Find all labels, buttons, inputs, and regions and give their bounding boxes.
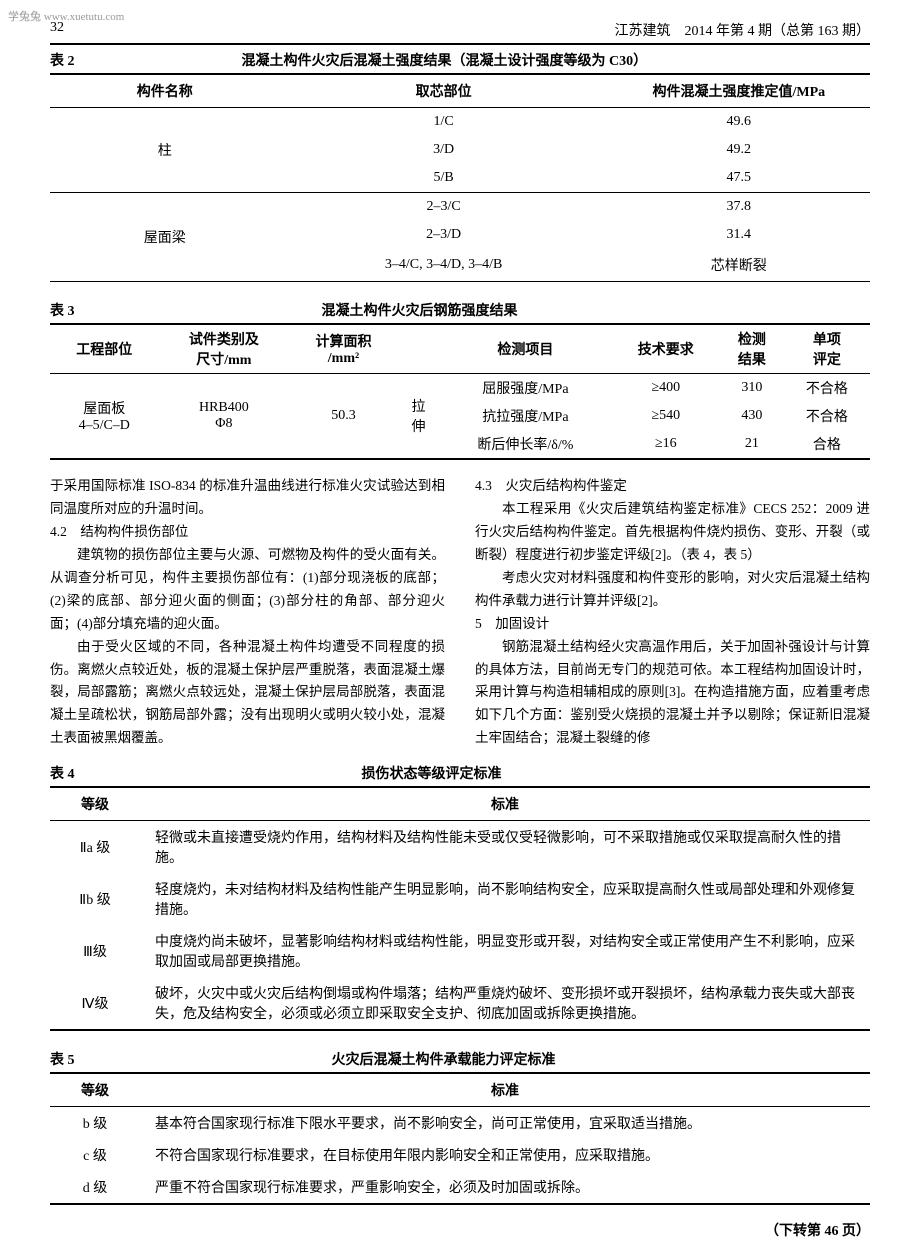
t2-cell: 1/C: [280, 108, 608, 137]
journal-info: 江苏建筑 2014 年第 4 期（总第 163 期）: [615, 20, 871, 40]
t2-cell: 37.8: [608, 193, 870, 222]
t3-cell: 抗拉强度/MPa: [439, 402, 611, 430]
para: 钢筋混凝土结构经火灾高温作用后，关于加固补强设计与计算的具体方法，目前尚无专门的…: [475, 636, 870, 751]
t2-cell: 芯样断裂: [608, 249, 870, 282]
t3-cell: 屈服强度/MPa: [439, 374, 611, 403]
t2-cell: 2–3/C: [280, 193, 608, 222]
t3-col: 单项 评定: [784, 325, 870, 374]
t4-grade: Ⅱb 级: [50, 873, 140, 925]
table3: 工程部位 试件类别及 尺寸/mm 计算面积 /mm² 检测项目 技术要求 检测 …: [50, 325, 870, 460]
t4-grade: Ⅲ级: [50, 925, 140, 977]
t3-col: 工程部位: [50, 325, 158, 374]
page-header: 32 江苏建筑 2014 年第 4 期（总第 163 期）: [50, 20, 870, 45]
t3-cell: 断后伸长率/δ/%: [439, 430, 611, 459]
t3-spec: HRB400 Φ8: [158, 374, 289, 460]
left-column: 于采用国际标准 ISO-834 的标准升温曲线进行标准火灾试验达到相同温度所对应…: [50, 475, 445, 750]
table2-col1: 构件名称: [50, 75, 280, 108]
table3-title-row: 表 3 混凝土构件火灾后钢筋强度结果: [50, 297, 870, 325]
table5: 等级 标准 b 级 基本符合国家现行标准下限水平要求，尚不影响安全，尚可正常使用…: [50, 1074, 870, 1205]
t3-cell: 21: [720, 430, 784, 459]
t3-col: [398, 325, 439, 374]
table5-title-row: 表 5 火灾后混凝土构件承载能力评定标准: [50, 1046, 870, 1074]
t3-cell: ≥16: [612, 430, 720, 459]
continuation-note: （下转第 46 页）: [50, 1220, 870, 1240]
table4-title-row: 表 4 损伤状态等级评定标准: [50, 760, 870, 788]
t3-col: 技术要求: [612, 325, 720, 374]
table5-title: 火灾后混凝土构件承载能力评定标准: [332, 1053, 556, 1068]
table3-label: 表 3: [50, 300, 75, 320]
para: 建筑物的损伤部位主要与火源、可燃物及构件的受火面有关。从调查分析可见，构件主要损…: [50, 544, 445, 636]
para: 本工程采用《火灾后建筑结构鉴定标准》CECS 252：2009 进行火灾后结构构…: [475, 498, 870, 567]
t4-desc: 破坏，火灾中或火灾后结构倒塌或构件塌落；结构严重烧灼破坏、变形损坏或开裂损坏，结…: [140, 977, 870, 1030]
t5-grade: c 级: [50, 1139, 140, 1171]
t3-col: 计算面积 /mm²: [289, 325, 397, 374]
table2-title: 混凝土构件火灾后混凝土强度结果（混凝土设计强度等级为 C30）: [242, 54, 648, 69]
table5-label: 表 5: [50, 1049, 75, 1069]
t3-cell: 不合格: [784, 374, 870, 403]
table2-col3: 构件混凝土强度推定值/MPa: [608, 75, 870, 108]
t4-desc: 中度烧灼尚未破坏，显著影响结构材料或结构性能，明显变形或开裂，对结构安全或正常使…: [140, 925, 870, 977]
t3-cell: ≥540: [612, 402, 720, 430]
t2-cell: 31.4: [608, 221, 870, 249]
t5-col2: 标准: [140, 1074, 870, 1107]
t5-col1: 等级: [50, 1074, 140, 1107]
para: 由于受火区域的不同，各种混凝土构件均遭受不同程度的损伤。离燃火点较近处，板的混凝…: [50, 636, 445, 751]
t4-desc: 轻度烧灼，未对结构材料及结构性能产生明显影响，尚不影响结构安全，应采取提高耐久性…: [140, 873, 870, 925]
section-heading: 4.3 火灾后结构构件鉴定: [475, 475, 870, 498]
table4-title: 损伤状态等级评定标准: [362, 767, 502, 782]
table2-col2: 取芯部位: [280, 75, 608, 108]
t3-cell: ≥400: [612, 374, 720, 403]
section-heading: 4.2 结构构件损伤部位: [50, 521, 445, 544]
t5-desc: 不符合国家现行标准要求，在目标使用年限内影响安全和正常使用，应采取措施。: [140, 1139, 870, 1171]
t3-col: 检测 结果: [720, 325, 784, 374]
t2-cell: 3/D: [280, 136, 608, 164]
t3-test: 拉 伸: [398, 374, 439, 460]
table2: 构件名称 取芯部位 构件混凝土强度推定值/MPa 柱 1/C 49.6 3/D …: [50, 75, 870, 282]
t3-cell: 310: [720, 374, 784, 403]
t4-col1: 等级: [50, 788, 140, 821]
t2-g2-name: 屋面梁: [50, 193, 280, 282]
t3-col: 检测项目: [439, 325, 611, 374]
t2-cell: 3–4/C, 3–4/D, 3–4/B: [280, 249, 608, 282]
issue-info: 2014 年第 4 期（总第 163 期）: [685, 24, 871, 39]
t4-col2: 标准: [140, 788, 870, 821]
t3-cell: 不合格: [784, 402, 870, 430]
table2-label: 表 2: [50, 50, 75, 70]
t5-desc: 基本符合国家现行标准下限水平要求，尚不影响安全，尚可正常使用，宜采取适当措施。: [140, 1107, 870, 1140]
t5-desc: 严重不符合国家现行标准要求，严重影响安全，必须及时加固或拆除。: [140, 1171, 870, 1204]
t3-pos: 屋面板 4–5/C–D: [50, 374, 158, 460]
journal-name: 江苏建筑: [615, 24, 671, 39]
t3-col: 试件类别及 尺寸/mm: [158, 325, 289, 374]
section-heading: 5 加固设计: [475, 613, 870, 636]
watermark-text: 学兔兔 www.xuetutu.com: [8, 8, 124, 24]
t4-desc: 轻微或未直接遭受烧灼作用，结构材料及结构性能未受或仅受轻微影响，可不采取措施或仅…: [140, 821, 870, 874]
t3-cell: 430: [720, 402, 784, 430]
table3-title: 混凝土构件火灾后钢筋强度结果: [322, 304, 518, 319]
t4-grade: Ⅳ级: [50, 977, 140, 1030]
t2-cell: 49.6: [608, 108, 870, 137]
t5-grade: d 级: [50, 1171, 140, 1204]
t2-cell: 49.2: [608, 136, 870, 164]
t2-cell: 2–3/D: [280, 221, 608, 249]
t2-cell: 47.5: [608, 164, 870, 193]
t2-g1-name: 柱: [50, 108, 280, 193]
t3-area: 50.3: [289, 374, 397, 460]
para: 考虑火灾对材料强度和构件变形的影响，对火灾后混凝土结构构件承载力进行计算并评级[…: [475, 567, 870, 613]
table2-title-row: 表 2 混凝土构件火灾后混凝土强度结果（混凝土设计强度等级为 C30）: [50, 47, 870, 75]
body-text: 于采用国际标准 ISO-834 的标准升温曲线进行标准火灾试验达到相同温度所对应…: [50, 475, 870, 750]
t3-cell: 合格: [784, 430, 870, 459]
right-column: 4.3 火灾后结构构件鉴定 本工程采用《火灾后建筑结构鉴定标准》CECS 252…: [475, 475, 870, 750]
para: 于采用国际标准 ISO-834 的标准升温曲线进行标准火灾试验达到相同温度所对应…: [50, 475, 445, 521]
table4: 等级 标准 Ⅱa 级 轻微或未直接遭受烧灼作用，结构材料及结构性能未受或仅受轻微…: [50, 788, 870, 1031]
t2-cell: 5/B: [280, 164, 608, 193]
table4-label: 表 4: [50, 763, 75, 783]
t4-grade: Ⅱa 级: [50, 821, 140, 874]
t5-grade: b 级: [50, 1107, 140, 1140]
